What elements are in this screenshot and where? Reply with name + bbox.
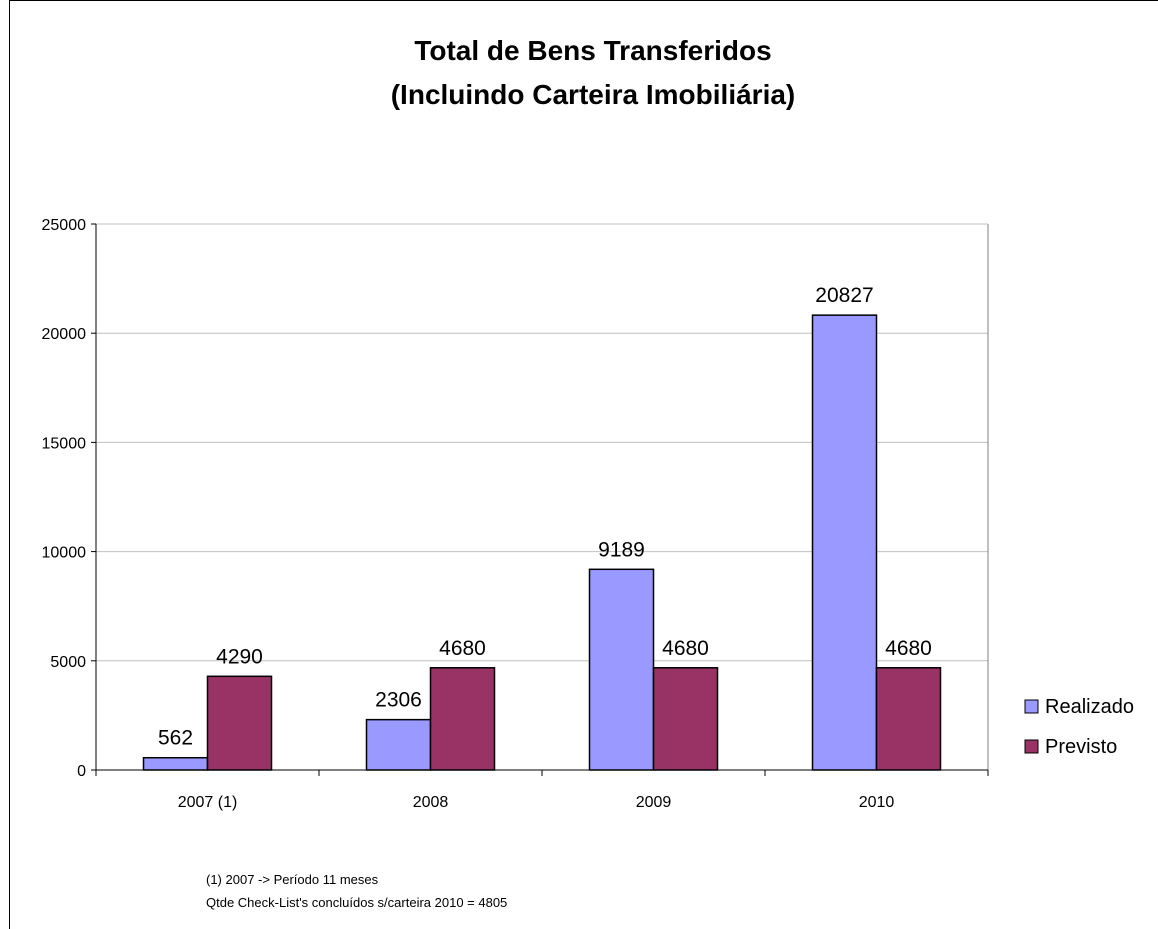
bar-previsto-1 xyxy=(429,667,496,771)
data-label-previsto-2: 4680 xyxy=(662,637,709,660)
y-tick-label-20000: 20000 xyxy=(42,326,87,343)
data-label-realizado-0: 562 xyxy=(158,727,193,750)
bar-realizado-0 xyxy=(142,756,209,771)
data-label-realizado-3: 20827 xyxy=(815,284,873,307)
legend-label-previsto: Previsto xyxy=(1045,736,1117,758)
bar-realizado-1 xyxy=(365,718,432,771)
legend-swatch-realizado xyxy=(1024,699,1039,714)
chart-frame xyxy=(9,0,1158,929)
x-tick-label-1: 2008 xyxy=(413,794,449,811)
bars xyxy=(142,314,942,771)
data-label-previsto-3: 4680 xyxy=(885,637,932,660)
data-label-previsto-0: 4290 xyxy=(216,645,263,668)
y-tick-label-0: 0 xyxy=(77,763,86,780)
bar-realizado-3 xyxy=(811,314,878,771)
chart-title-line-1: Total de Bens Transferidos xyxy=(414,35,771,66)
x-tick-label-2: 2009 xyxy=(636,794,672,811)
x-tick-label-3: 2010 xyxy=(859,794,895,811)
data-label-realizado-2: 9189 xyxy=(598,538,645,561)
chart-title-line-2: (Incluindo Carteira Imobiliária) xyxy=(391,79,796,110)
legend: Realizado Previsto xyxy=(1024,696,1134,758)
bar-realizado-2 xyxy=(588,568,655,771)
legend-swatch-previsto xyxy=(1024,739,1039,754)
y-tick-label-5000: 5000 xyxy=(50,654,86,671)
y-tick-label-15000: 15000 xyxy=(42,435,87,452)
data-labels: 562 4290 2306 4680 9189 4680 20827 4680 xyxy=(158,284,932,750)
bar-previsto-0 xyxy=(206,675,273,771)
x-tick-label-0: 2007 (1) xyxy=(178,794,238,811)
footnote-checklist: Qtde Check-List's concluídos s/carteira … xyxy=(206,895,507,910)
footnote-period: (1) 2007 -> Período 11 meses xyxy=(206,872,379,887)
data-label-realizado-1: 2306 xyxy=(375,689,422,712)
axes: 0 5000 10000 15000 20000 25000 2007 (1) 2008 200… xyxy=(42,217,989,811)
data-label-previsto-1: 4680 xyxy=(439,637,486,660)
y-tick-label-10000: 10000 xyxy=(42,545,87,562)
legend-label-realizado: Realizado xyxy=(1045,696,1134,718)
bar-previsto-2 xyxy=(652,667,719,771)
y-tick-label-25000: 25000 xyxy=(42,217,87,234)
bar-previsto-3 xyxy=(875,667,942,771)
